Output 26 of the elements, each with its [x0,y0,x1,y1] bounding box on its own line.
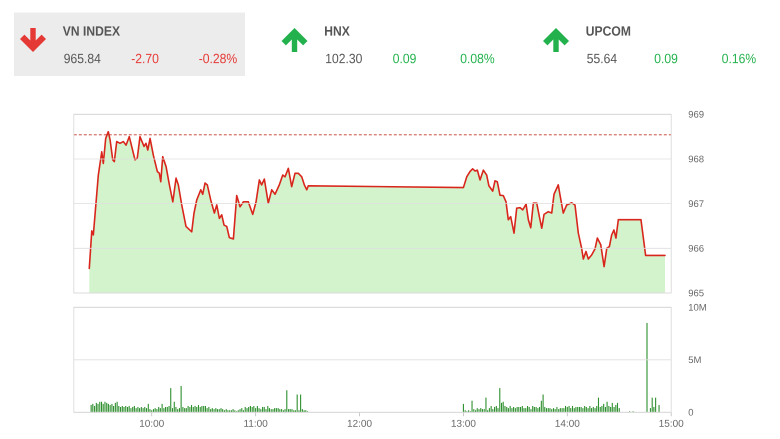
data-label: 0.16% [722,54,756,64]
data-label: -2.70 [132,54,158,64]
data-label: 0.09 [654,54,678,64]
data-label: 102.30 [326,54,362,64]
y-tick-label: 966 [688,244,704,252]
data-label: 965.84 [64,54,101,64]
x-tick-label: 14:00 [556,420,580,427]
y-tick-label: 965 [688,290,704,296]
data-label: 0.09 [393,54,416,64]
x-tick-label: 12:00 [348,420,372,427]
y-tick-label: 0 [688,408,694,416]
data-label: -0.28% [199,54,237,64]
text: HNX [325,26,350,36]
y-tick-label: 5M [688,356,701,364]
text: UPCOM [586,26,630,36]
x-tick-label: 13:00 [452,420,476,427]
data-label: 0.08% [460,54,494,64]
x-tick-label: 11:00 [244,420,268,427]
text: VN INDEX [62,26,120,36]
y-tick-label: 969 [688,110,704,118]
y-tick-label: 10M [688,304,706,311]
data-label: 55.64 [587,54,617,64]
y-tick-label: 967 [688,200,704,208]
y-tick-label: 968 [688,156,704,162]
x-tick-label: 10:00 [140,420,164,427]
x-tick-label: 15:00 [659,420,684,427]
